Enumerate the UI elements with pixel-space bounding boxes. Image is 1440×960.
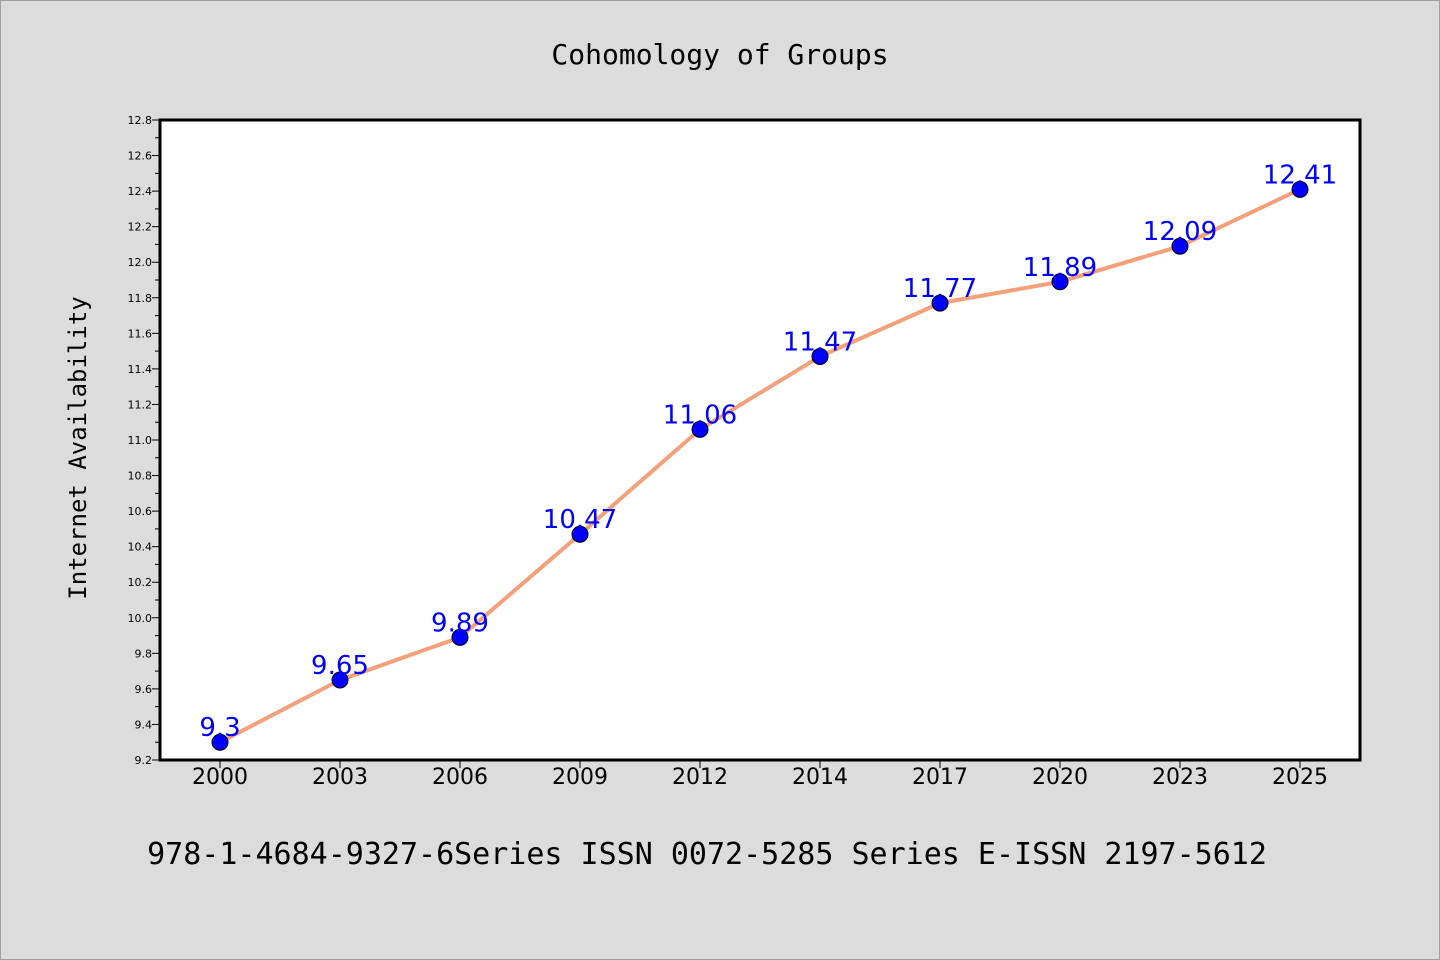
x-tick-label: 2023 [1152, 765, 1208, 790]
y-tick-label: 9.4 [135, 718, 153, 731]
x-tick-label: 2020 [1032, 765, 1088, 790]
y-tick-label: 10.6 [128, 505, 153, 518]
y-tick-label: 10.2 [128, 576, 153, 589]
x-tick-label: 2000 [192, 765, 248, 790]
plot-area [160, 120, 1360, 760]
y-tick-label: 10.4 [128, 541, 153, 554]
data-point [571, 525, 589, 543]
x-tick-label: 2025 [1272, 765, 1328, 790]
series-line-layer [218, 187, 1302, 745]
y-tick-label: 10.8 [128, 470, 153, 483]
y-tick-label: 9.6 [135, 683, 153, 696]
data-point [211, 733, 229, 751]
y-tick-label: 12.6 [128, 150, 153, 163]
series-line [218, 187, 1302, 745]
data-label: 9.65 [311, 651, 369, 681]
data-point [451, 628, 469, 646]
y-tick-label: 11.4 [128, 363, 153, 376]
data-label: 11.06 [663, 400, 737, 430]
y-tick-label: 9.2 [135, 754, 153, 767]
data-label: 12.41 [1263, 160, 1337, 190]
data-point [1051, 273, 1069, 291]
y-axis-label: Internet Availability [64, 296, 92, 599]
data-point [811, 347, 829, 365]
data-point [1291, 180, 1309, 198]
chart-title: Cohomology of Groups [551, 38, 888, 71]
data-point [931, 294, 949, 312]
data-markers [211, 180, 1309, 751]
data-label: 10.47 [543, 505, 617, 535]
y-tick-label: 12.0 [128, 256, 153, 269]
y-tick-label: 9.8 [135, 647, 153, 660]
data-labels: 9.3 9.65 9.89 10.47 11.06 11.47 11.77 11.89 12.0… [199, 160, 1337, 743]
x-tick-label: 2003 [312, 765, 368, 790]
data-label: 11.89 [1023, 253, 1097, 283]
y-tick-label: 12.2 [128, 221, 153, 234]
data-label: 11.47 [783, 327, 857, 357]
data-point [331, 671, 349, 689]
x-tick-label: 2014 [792, 765, 848, 790]
y-tick-label: 11.2 [128, 398, 153, 411]
data-point [1171, 237, 1189, 255]
x-tick-label: 2009 [552, 765, 608, 790]
y-tick-label: 10.0 [128, 612, 153, 625]
data-label: 12.09 [1143, 217, 1217, 247]
y-tick-label: 11.0 [128, 434, 153, 447]
data-point [691, 420, 709, 438]
y-tick-label: 11.6 [128, 327, 153, 340]
x-tick-label: 2017 [912, 765, 968, 790]
data-label: 9.3 [199, 713, 240, 743]
x-tick-label: 2012 [672, 765, 728, 790]
y-tick-label: 12.4 [128, 185, 153, 198]
data-label: 11.77 [903, 274, 977, 304]
y-tick-label: 11.8 [128, 292, 153, 305]
axis-ticks: 9.2 9.4 9.6 9.8 10.0 10.2 10.4 10.6 10.8 11.0 11.2… [128, 114, 1329, 790]
plot-border [158, 118, 1362, 762]
y-tick-label: 12.8 [128, 114, 153, 127]
data-label: 9.89 [431, 608, 489, 638]
x-tick-label: 2006 [432, 765, 488, 790]
footer-text: 978-1-4684-9327-6Series ISSN 0072-5285 S… [147, 837, 1267, 872]
